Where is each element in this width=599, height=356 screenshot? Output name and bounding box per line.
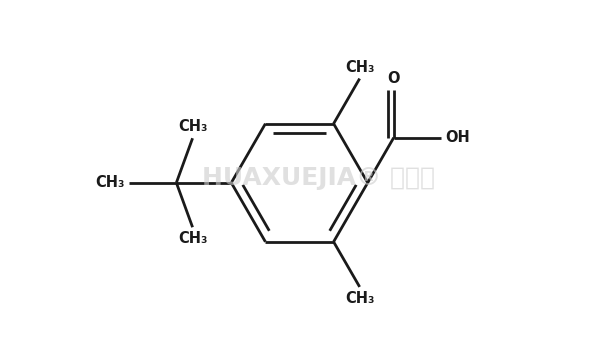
Text: CH₃: CH₃ bbox=[95, 175, 124, 190]
Text: CH₃: CH₃ bbox=[178, 231, 207, 246]
Text: HUAXUEJIA® 化学加: HUAXUEJIA® 化学加 bbox=[202, 166, 435, 190]
Text: O: O bbox=[388, 72, 400, 87]
Text: CH₃: CH₃ bbox=[345, 60, 374, 75]
Text: OH: OH bbox=[445, 130, 470, 145]
Text: CH₃: CH₃ bbox=[345, 291, 374, 306]
Text: CH₃: CH₃ bbox=[178, 120, 207, 135]
